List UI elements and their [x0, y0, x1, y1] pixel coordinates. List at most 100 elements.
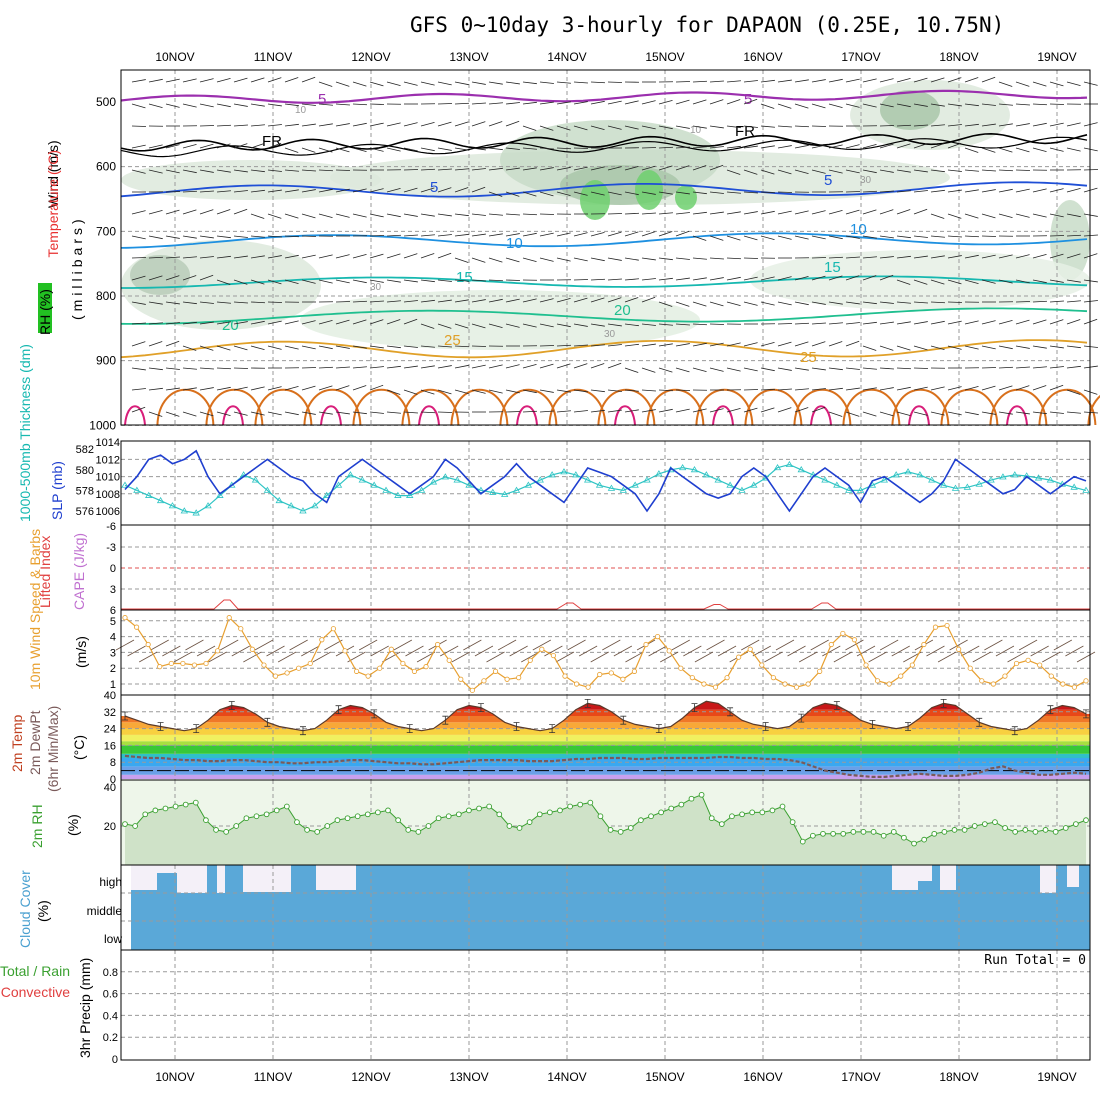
wind-barb: [386, 147, 401, 152]
thickness-marker: [500, 490, 509, 497]
wind-barb: [692, 125, 707, 129]
wind-barb: [573, 232, 588, 237]
wind10m-marker: [527, 657, 533, 663]
wind-barb: [828, 411, 843, 417]
wind-barb: [1083, 234, 1098, 237]
wind-barb: [471, 147, 486, 151]
wind-barb: [505, 257, 520, 263]
wind-barb: [828, 322, 843, 325]
thickness-marker: [1022, 472, 1031, 479]
wind-barb: [913, 301, 928, 304]
wind-barb: [420, 81, 435, 86]
wind10m-marker: [701, 681, 707, 687]
wind-barb: [607, 323, 622, 327]
wind-barb: [658, 191, 673, 195]
wind-barb: [131, 235, 146, 240]
wind-barb: [964, 169, 979, 172]
thickness-marker: [880, 476, 889, 483]
wind-barb: [148, 367, 163, 371]
thickness-marker: [987, 476, 995, 483]
wind-barb: [641, 343, 656, 347]
wind10m-barb: [405, 645, 424, 657]
wind-barb: [845, 387, 860, 391]
wind10m-barb: [1076, 651, 1096, 663]
wind-barb: [964, 123, 979, 127]
wind-barb: [318, 366, 334, 369]
wind-barb: [1066, 319, 1081, 325]
thickness-marker: [916, 471, 924, 478]
wind-barb: [947, 77, 962, 83]
wind-barb: [301, 147, 316, 153]
wind-barb: [471, 364, 486, 369]
wind-barb: [301, 345, 316, 350]
date-label-top: 16NOV: [743, 50, 782, 64]
wind-barb: [913, 235, 928, 238]
wind-barb: [216, 77, 231, 83]
wind-barb: [335, 319, 350, 325]
wind-barb: [437, 213, 452, 217]
wind-barb: [573, 191, 588, 196]
wind-barb: [369, 319, 384, 325]
thickness-marker: [406, 491, 414, 498]
wind-barb: [301, 103, 316, 106]
wind-barb: [522, 213, 538, 216]
precip-tick: 0.6: [103, 989, 118, 1001]
rh2m-marker: [718, 821, 725, 827]
wind-barb: [488, 167, 503, 171]
rh2m-marker: [901, 834, 907, 841]
wind-barb: [641, 323, 656, 326]
wind10m-marker: [1060, 681, 1066, 687]
minmax-marker: [228, 701, 235, 710]
wind-barb: [488, 102, 503, 105]
rh2m-marker: [223, 828, 230, 835]
wind-barb: [505, 233, 520, 237]
wind10m-marker: [550, 652, 556, 659]
minmax-marker: [442, 715, 449, 725]
wind-barb: [471, 323, 486, 329]
bottom-date-axis: 10NOV 11NOV 12NOV 13NOV 14NOV 15NOV 16NOV 17NOV…: [155, 1070, 1076, 1084]
wind-barb: [488, 191, 503, 197]
wind-barb: [250, 345, 265, 351]
wind-barb: [403, 365, 418, 369]
wind-barb: [607, 344, 622, 347]
rh2m-marker: [810, 832, 816, 839]
wind-barb: [624, 278, 639, 281]
wind-barb: [590, 191, 605, 196]
rh-blob: [675, 185, 697, 210]
ylabel-temperature: Temperature (°C): [45, 150, 61, 258]
wind10m-barb: [775, 639, 795, 651]
wind10m-marker: [296, 665, 302, 671]
wind-barb: [692, 165, 707, 171]
date-label-top: 15NOV: [645, 50, 684, 64]
wind-barb: [199, 321, 214, 325]
minmax-marker: [798, 713, 805, 723]
wind-barb: [743, 301, 758, 306]
wind-barb: [641, 296, 656, 303]
wind-barb: [981, 385, 996, 391]
wind-barb: [556, 81, 571, 84]
wind-barb: [828, 209, 843, 215]
wind-barb: [488, 389, 503, 394]
minmax-marker: [762, 722, 769, 731]
cloud-gap: [316, 865, 356, 890]
rh2m-marker: [203, 817, 209, 824]
wind-barb: [811, 406, 826, 413]
wind-barb: [1015, 188, 1030, 193]
isotherm-35: [908, 405, 930, 426]
wind-barb: [131, 169, 146, 174]
thickness-marker: [417, 486, 426, 493]
wind-barb: [726, 191, 741, 194]
wind-barb: [403, 187, 418, 193]
wind-barb: [233, 301, 248, 304]
wind-barb: [658, 165, 673, 171]
isotherm-30: [303, 388, 362, 426]
wind10m-marker: [330, 626, 337, 632]
isotherm-35: [1006, 405, 1028, 426]
wind-barb: [947, 124, 962, 127]
wind10m-barb: [891, 645, 910, 657]
wind10m-barb: [694, 651, 714, 663]
wind-barb: [964, 385, 979, 391]
wind-barb: [284, 235, 300, 238]
wind-barb: [386, 411, 401, 414]
